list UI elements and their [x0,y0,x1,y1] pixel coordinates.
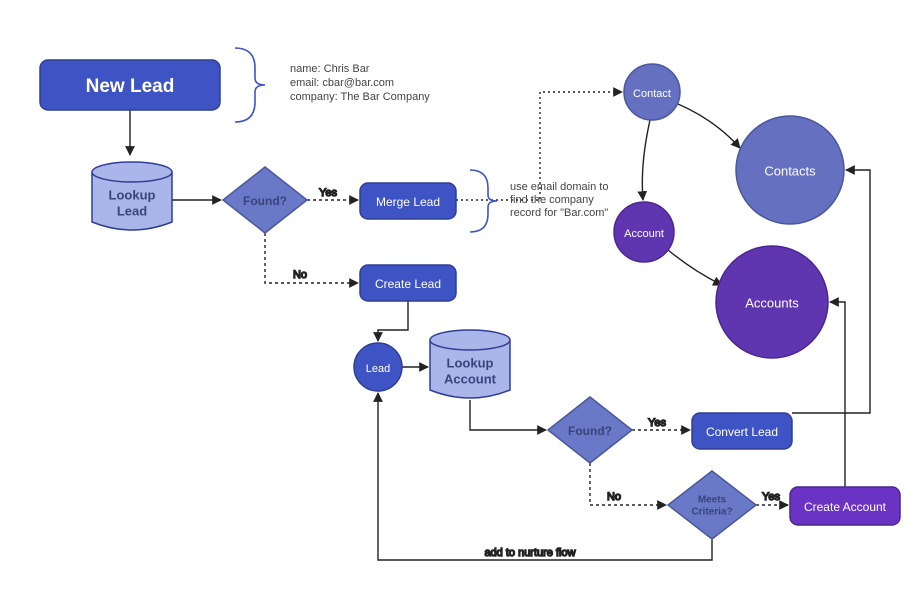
create-account-label: Create Account [804,500,887,514]
merge-lead-label: Merge Lead [376,195,440,209]
node-new-lead: New Lead [40,60,220,110]
lookup-account-label2: Account [444,371,497,386]
contacts-label: Contacts [764,163,816,178]
edge-contact-to-contacts [678,104,740,148]
node-lookup-account: Lookup Account [430,330,510,398]
lookup-lead-label2: Lead [117,203,147,218]
label-nurture: add to nurture flow [484,547,575,559]
meets-label1: Meets [698,495,727,506]
flowchart-canvas: Yes No Yes No Yes add to nurture flow [0,0,912,600]
node-found-2: Found? [548,397,632,463]
meets-label2: Criteria? [691,507,732,518]
node-convert-lead: Convert Lead [692,413,792,449]
annot-line: record for "Bar.com" [510,207,608,219]
node-lookup-lead: Lookup Lead [92,162,172,230]
brace-merge-note [470,170,497,232]
edge-lookup-acct-to-found2 [470,400,546,430]
accounts-label: Accounts [745,295,799,310]
node-found-1: Found? [223,167,307,233]
annot-line: find the company [510,194,594,206]
edge-create-acct-to-accounts [830,302,845,487]
label-meets-yes: Yes [762,491,780,503]
contact-label: Contact [633,88,671,100]
label-found2-no: No [607,491,621,503]
brace-lead-details [235,48,265,122]
node-create-account: Create Account [790,487,900,525]
lead-label: Lead [366,363,390,375]
annot-line: company: The Bar Company [290,91,430,103]
node-create-lead: Create Lead [360,265,456,301]
node-contact: Contact [624,64,680,120]
annotation-merge-note: use email domain to find the company rec… [510,181,608,219]
edge-account-to-accounts [668,250,722,285]
node-contacts: Contacts [736,116,844,224]
node-account: Account [614,202,674,262]
found1-label: Found? [243,194,287,208]
node-meets-criteria: Meets Criteria? [668,471,756,539]
convert-lead-label: Convert Lead [706,425,778,439]
edge-found2-no [590,463,666,505]
create-lead-label: Create Lead [375,277,441,291]
edge-contact-to-account [642,120,650,200]
annotation-lead-details: name: Chris Bar email: cbar@bar.com comp… [290,63,430,103]
lookup-lead-label1: Lookup [109,187,156,202]
edge-create-to-lead [378,301,408,341]
annot-line: use email domain to [510,181,608,193]
label-found2-yes: Yes [648,417,666,429]
edge-found-no [265,233,358,283]
node-merge-lead: Merge Lead [360,183,456,219]
annot-line: name: Chris Bar [290,63,370,75]
new-lead-label: New Lead [86,76,175,97]
node-accounts: Accounts [716,246,828,358]
found2-label: Found? [568,424,612,438]
node-lead: Lead [354,343,402,391]
account-label: Account [624,228,664,240]
lookup-account-label1: Lookup [447,355,494,370]
annot-line: email: cbar@bar.com [290,77,394,89]
label-found-no: No [293,269,307,281]
label-found-yes: Yes [319,187,337,199]
